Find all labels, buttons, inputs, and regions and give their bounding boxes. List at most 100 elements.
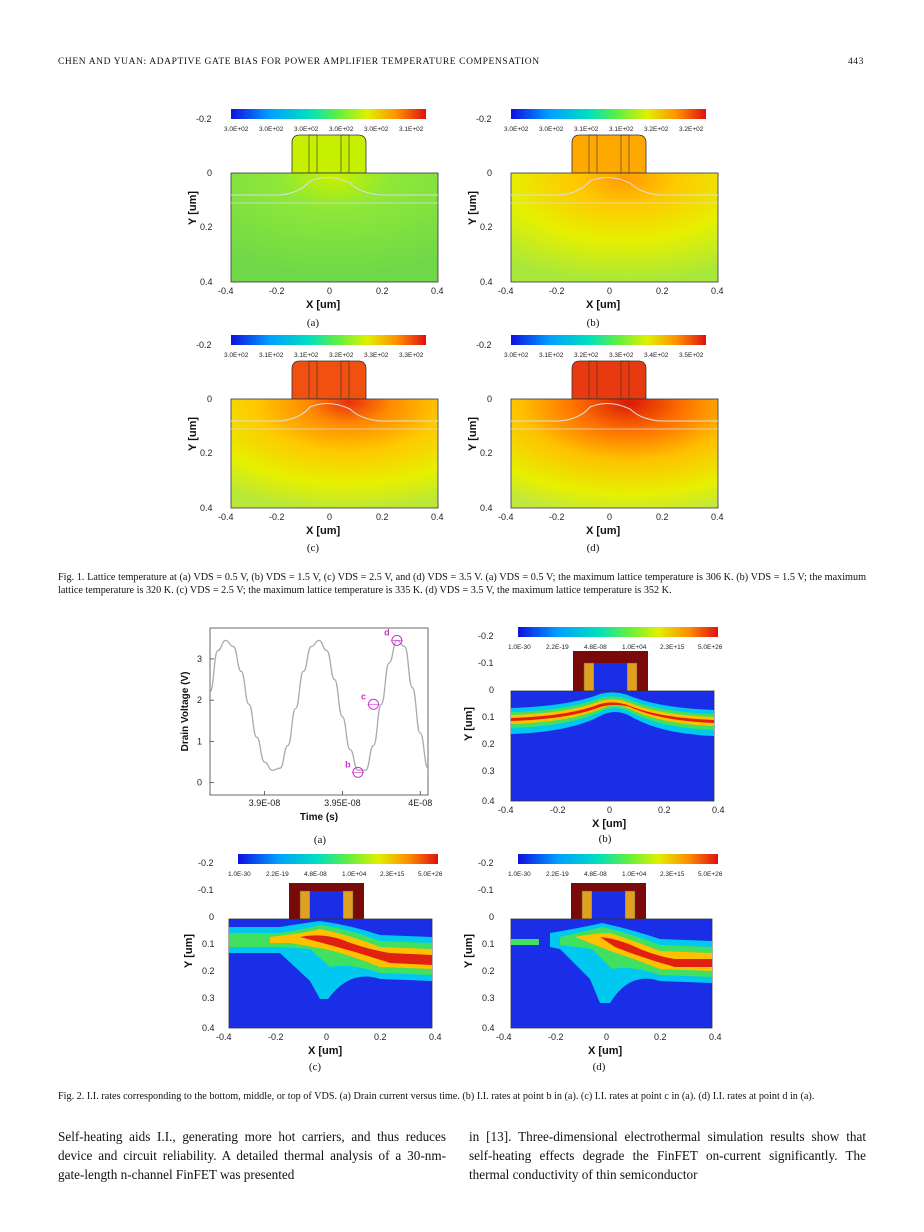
x-tick: -0.2 — [548, 1032, 564, 1042]
colorbar-tick: 3.0E+02 — [224, 352, 249, 359]
y-tick: 0.4 — [200, 503, 213, 513]
x-tick: 0.2 — [376, 512, 389, 522]
colorbar-tick: 2.3E+15 — [660, 871, 685, 878]
x-tick: 0.4 — [711, 286, 724, 296]
colorbar — [511, 109, 706, 119]
y-tick: 0.1 — [202, 939, 215, 949]
y-axis-label: Y [um] — [187, 417, 199, 451]
x-tick: -0.2 — [549, 286, 565, 296]
gate-region — [571, 134, 647, 174]
x-tick: -0.2 — [550, 805, 566, 815]
ii-rate-band — [300, 935, 432, 965]
y-tick-label: 3 — [197, 654, 202, 664]
page-number: 443 — [847, 57, 864, 67]
y-tick-label: 2 — [197, 695, 202, 705]
x-axis-label: X [um] — [306, 525, 341, 537]
x-tick: 0 — [327, 286, 332, 296]
x-tick: 0.2 — [658, 805, 671, 815]
y-tick: 0.4 — [200, 277, 213, 287]
x-axis-label: X [um] — [588, 1045, 623, 1057]
substrate-temperature-map — [510, 172, 719, 283]
y-tick: -0.2 — [196, 340, 212, 350]
x-axis-label: Time (s) — [300, 812, 338, 823]
colorbar-tick: 3.0E+02 — [539, 126, 564, 133]
x-axis-label: X [um] — [306, 299, 341, 311]
spacer-left — [581, 890, 593, 920]
colorbar-tick: 3.4E+02 — [644, 352, 669, 359]
colorbar — [238, 854, 438, 864]
series-line — [209, 639, 429, 771]
y-tick: 0 — [207, 394, 212, 404]
x-tick: -0.4 — [496, 1032, 512, 1042]
colorbar-tick: 3.1E+02 — [294, 352, 319, 359]
channel-fin — [310, 891, 343, 919]
ii-rate-band — [511, 696, 714, 730]
spacer-right — [624, 890, 636, 920]
x-tick: 0.2 — [654, 1032, 667, 1042]
y-tick: -0.2 — [196, 114, 212, 124]
junction-contour — [511, 403, 718, 422]
y-tick: 0.2 — [482, 739, 495, 749]
x-tick: -0.4 — [498, 512, 514, 522]
y-tick: 0 — [489, 685, 494, 695]
x-tick: -0.4 — [218, 512, 234, 522]
colorbar-tick: 3.3E+02 — [364, 352, 389, 359]
fig2-panel-d: 1.0E-30 2.2E-19 4.8E-08 1.0E+04 2.3E+15 … — [460, 853, 726, 1078]
substrate-temperature-map — [230, 172, 439, 283]
substrate-temperature-map — [510, 398, 719, 509]
colorbar — [231, 335, 426, 345]
y-axis-label: Drain Voltage (V) — [180, 672, 191, 752]
ii-rate-band — [511, 692, 714, 736]
colorbar-tick: 5.0E+26 — [698, 871, 723, 878]
ii-rate-band — [600, 937, 712, 967]
y-tick: 0.3 — [202, 993, 215, 1003]
gate-region — [571, 360, 647, 400]
y-tick: -0.2 — [478, 858, 494, 868]
colorbar-tick: 1.0E+04 — [622, 871, 647, 878]
junction-contour — [231, 177, 438, 196]
running-header: CHEN AND YUAN: ADAPTIVE GATE BIAS FOR PO… — [58, 57, 540, 67]
body-text-left-column: Self-heating aids I.I., generating more … — [58, 1129, 446, 1182]
x-tick: -0.4 — [218, 286, 234, 296]
spacer-left — [299, 890, 311, 920]
spacer-right — [342, 890, 354, 920]
y-tick: 0.4 — [202, 1023, 215, 1033]
y-tick: 0.2 — [200, 222, 213, 232]
y-axis-label: Y [um] — [463, 707, 475, 741]
x-tick-label: 4E-08 — [408, 798, 432, 808]
y-tick: -0.1 — [478, 658, 494, 668]
x-tick: 0 — [327, 512, 332, 522]
y-tick: -0.1 — [478, 885, 494, 895]
x-tick: 0.2 — [376, 286, 389, 296]
fig1-panel-d: 3.0E+02 3.1E+02 3.2E+02 3.3E+02 3.4E+02 … — [460, 331, 726, 556]
colorbar-tick: 2.2E-19 — [266, 871, 289, 878]
x-axis-label: X [um] — [592, 818, 627, 830]
x-tick: 0 — [604, 1032, 609, 1042]
y-axis-label: Y [um] — [187, 191, 199, 225]
channel-fin — [592, 891, 625, 919]
colorbar — [511, 335, 706, 345]
colorbar-tick: 3.0E+02 — [504, 352, 529, 359]
y-tick: -0.2 — [198, 858, 214, 868]
y-axis-label: Y [um] — [463, 934, 475, 968]
colorbar-tick: 4.8E-08 — [304, 871, 327, 878]
panel-label: (b) — [586, 317, 600, 329]
colorbar-tick: 1.0E-30 — [508, 644, 531, 651]
colorbar-tick: 3.1E+02 — [574, 126, 599, 133]
colorbar — [231, 109, 426, 119]
colorbar-tick: 3.0E+02 — [364, 126, 389, 133]
x-tick: 0 — [607, 805, 612, 815]
y-axis-label: Y [um] — [183, 934, 195, 968]
x-tick: 0 — [607, 286, 612, 296]
x-tick: 0.2 — [656, 286, 669, 296]
colorbar-tick: 3.1E+02 — [539, 352, 564, 359]
colorbar-tick: 2.2E-19 — [546, 871, 569, 878]
colorbar-tick: 3.0E+02 — [504, 126, 529, 133]
colorbar-tick: 3.2E+02 — [329, 352, 354, 359]
colorbar-tick: 4.8E-08 — [584, 871, 607, 878]
x-tick: -0.2 — [268, 1032, 284, 1042]
x-tick: -0.2 — [269, 286, 285, 296]
fig1-panel-b: 3.0E+02 3.0E+02 3.1E+02 3.1E+02 3.2E+02 … — [460, 105, 726, 330]
y-tick: -0.1 — [198, 885, 214, 895]
x-axis-label: X [um] — [308, 1045, 343, 1057]
